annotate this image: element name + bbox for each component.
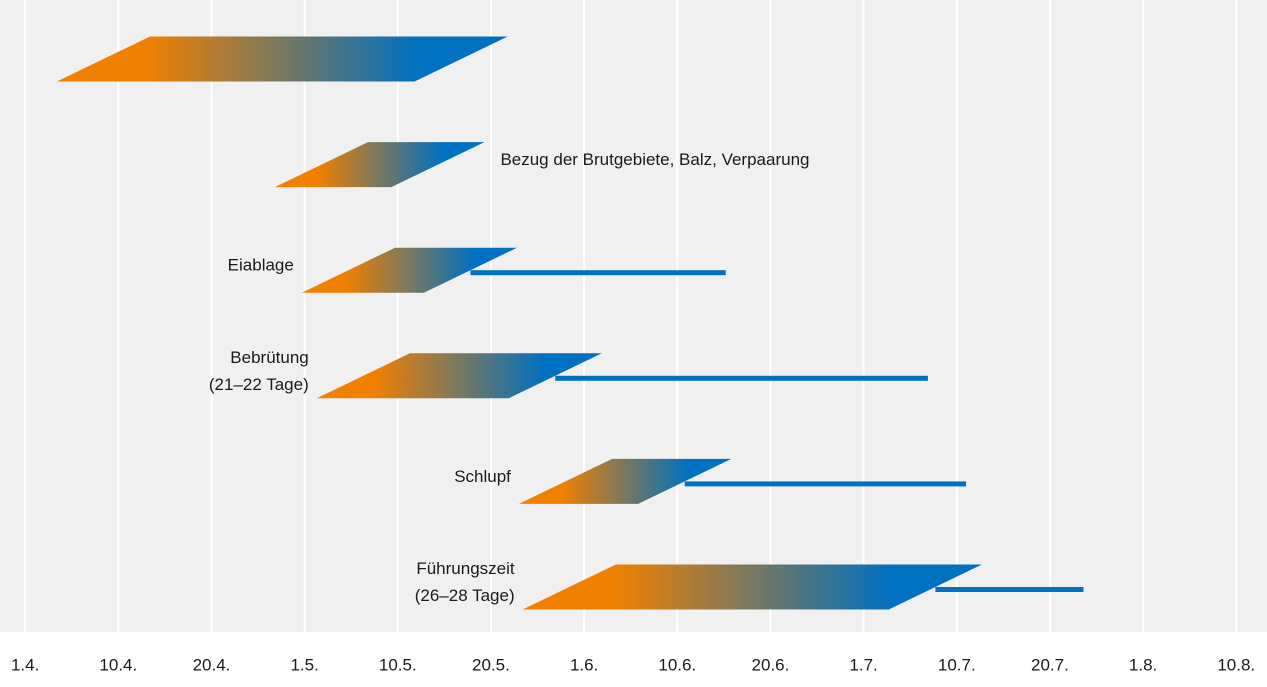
phase-label: Bebrütung <box>230 348 308 367</box>
phase-label: (21–22 Tage) <box>209 375 309 394</box>
x-tick-label: 10.7. <box>938 655 976 674</box>
x-tick-label: 10.6. <box>658 655 696 674</box>
tail-line <box>684 481 967 487</box>
x-tick-label: 20.5. <box>472 655 510 674</box>
tail-line <box>555 375 928 381</box>
phase-bar <box>316 353 602 399</box>
phase-label: Eiablage <box>228 256 294 275</box>
x-tick-label: 1.8. <box>1129 655 1157 674</box>
phase-label: Bezug der Brutgebiete, Balz, Verpaarung <box>500 150 809 169</box>
x-tick-label: 10.4. <box>99 655 137 674</box>
x-tick-label: 1.4. <box>11 655 39 674</box>
phase-bar <box>274 142 485 188</box>
tail-line <box>470 270 726 276</box>
x-tick-label: 10.5. <box>379 655 417 674</box>
tail-line <box>935 587 1084 592</box>
phase-label: (26–28 Tage) <box>415 586 515 605</box>
phase-label: Schlupf <box>454 467 511 486</box>
x-tick-label: 20.6. <box>752 655 790 674</box>
phase-bar <box>522 564 982 610</box>
x-tick-label: 20.4. <box>193 655 231 674</box>
x-tick-label: 1.6. <box>570 655 598 674</box>
x-tick-label: 1.5. <box>290 655 318 674</box>
x-tick-label: 20.7. <box>1031 655 1069 674</box>
plot-background <box>0 0 1267 632</box>
phase-bar <box>301 247 518 293</box>
phase-label: Führungszeit <box>416 559 515 578</box>
phase-bar <box>518 458 732 504</box>
x-tick-label: 1.7. <box>849 655 877 674</box>
phase-bar <box>56 36 508 82</box>
x-tick-label: 10.8. <box>1217 655 1255 674</box>
